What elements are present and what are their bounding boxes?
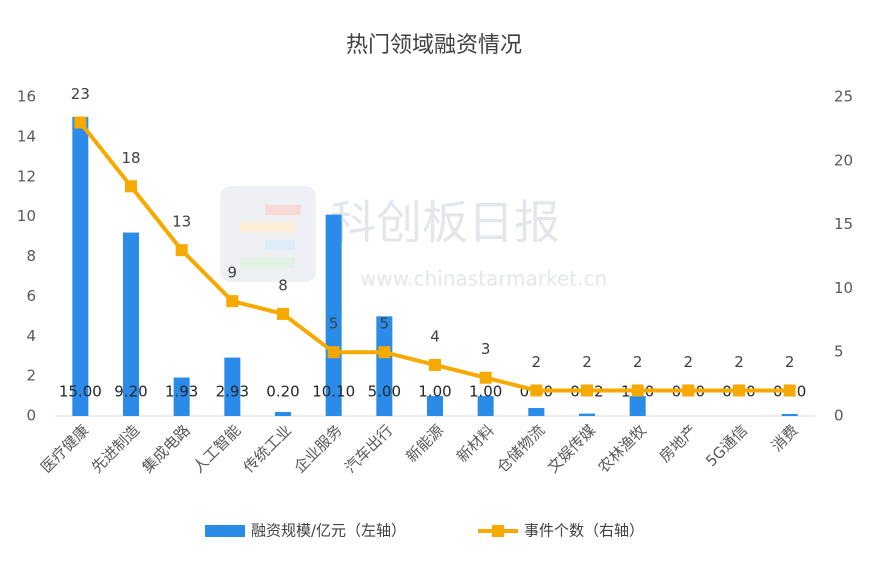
y-tick-label: 16: [17, 88, 36, 106]
bar-value-label: 0.20: [266, 383, 299, 401]
legend-label: 融资规模/亿元（左轴）: [251, 522, 406, 540]
legend-swatch: [492, 525, 504, 537]
line-value-label: 4: [430, 327, 440, 345]
bar-value-label: 5.00: [368, 383, 401, 401]
bar: [275, 412, 291, 416]
x-tick-label: 房地产: [656, 421, 701, 466]
bar-value-label: 1.93: [165, 383, 198, 401]
x-tick-label: 人工智能: [189, 421, 244, 476]
line-value-label: 9: [228, 264, 238, 282]
line-marker: [125, 180, 137, 193]
line-value-label: 18: [121, 149, 140, 167]
line: [78, 121, 790, 393]
x-tick-label: 汽车出行: [341, 421, 396, 476]
bar: [376, 316, 393, 416]
line-value-label: 2: [582, 353, 592, 371]
y-tick-label: 12: [17, 167, 36, 185]
y-tick-label: 2: [26, 367, 36, 385]
bar: [72, 116, 89, 416]
line-marker: [74, 116, 87, 129]
bar: [477, 396, 494, 416]
y2-tick-label: 20: [834, 151, 853, 169]
bar-value-label: 10.10: [312, 383, 355, 401]
x-tick-label: 5G通信: [702, 421, 751, 470]
y2-tick-label: 15: [834, 215, 853, 233]
bar: [781, 414, 798, 416]
watermark-logo: [220, 186, 316, 282]
y2-tick-label: 5: [834, 343, 844, 361]
bar-value-label: 1.00: [418, 383, 451, 401]
bar: [173, 377, 190, 416]
bar-value-label: 1.00: [469, 383, 502, 401]
line-value-label: 2: [785, 353, 795, 371]
x-tick-label: 新材料: [453, 421, 498, 466]
line-marker: [530, 384, 543, 397]
bar: [579, 413, 595, 416]
x-tick-label: 先进制造: [88, 421, 143, 476]
y2-tick-label: 10: [834, 279, 853, 297]
line-marker: [581, 384, 593, 397]
y-tick-label: 8: [26, 247, 36, 265]
line-value-label: 23: [71, 85, 90, 103]
bar: [528, 408, 545, 416]
y-tick-label: 0: [26, 407, 36, 425]
line-marker: [226, 295, 239, 308]
line-value-label: 2: [684, 353, 694, 371]
y2-tick-label: 0: [834, 407, 844, 425]
line-marker: [327, 346, 340, 359]
x-tick-label: 企业服务: [291, 421, 346, 476]
bar-value-label: 2.93: [216, 383, 249, 401]
line-value-label: 3: [481, 340, 491, 358]
line-value-label: 2: [633, 353, 643, 371]
line-marker: [733, 384, 745, 397]
line-marker: [783, 384, 796, 397]
line-marker: [682, 384, 695, 397]
legend-label: 事件个数（右轴）: [524, 522, 644, 540]
bar: [325, 214, 342, 416]
line-value-label: 5: [380, 315, 390, 333]
y-tick-label: 6: [26, 287, 36, 305]
line-marker: [429, 358, 441, 371]
line-value-label: 2: [532, 353, 542, 371]
x-tick-label: 文娱传媒: [544, 421, 599, 476]
x-tick-label: 新能源: [402, 421, 447, 466]
line-marker: [277, 307, 289, 320]
bar: [123, 232, 139, 416]
line-value-label: 2: [734, 353, 744, 371]
x-tick-label: 传统工业: [240, 421, 295, 476]
line-value-label: 13: [172, 213, 191, 231]
bar-value-label: 15.00: [59, 383, 102, 401]
bar-value-label: 9.20: [114, 383, 147, 401]
x-tick-label: 仓储物流: [493, 421, 548, 476]
y-tick-label: 10: [17, 207, 36, 225]
y-tick-label: 4: [26, 327, 36, 345]
watermark-url: www.chinastarmarket.cn: [360, 267, 607, 291]
bar: [224, 357, 241, 416]
line-marker: [631, 384, 644, 397]
legend-swatch: [205, 525, 245, 537]
line-marker: [175, 244, 188, 257]
bar: [427, 396, 443, 416]
chart-title: 热门领域融资情况: [346, 33, 522, 58]
x-tick-label: 医疗健康: [37, 421, 92, 476]
x-tick-label: 消费: [768, 421, 802, 455]
line-value-label: 5: [329, 315, 339, 333]
bar: [629, 396, 646, 416]
watermark: 科创板日报: [330, 196, 560, 250]
line-value-label: 8: [278, 276, 288, 294]
x-tick-label: 集成电路: [139, 421, 194, 476]
y-tick-label: 14: [17, 127, 36, 145]
x-tick-label: 农林渔牧: [595, 421, 650, 476]
line-marker: [378, 346, 391, 359]
line-marker: [479, 371, 492, 384]
y2-tick-label: 25: [834, 88, 853, 106]
